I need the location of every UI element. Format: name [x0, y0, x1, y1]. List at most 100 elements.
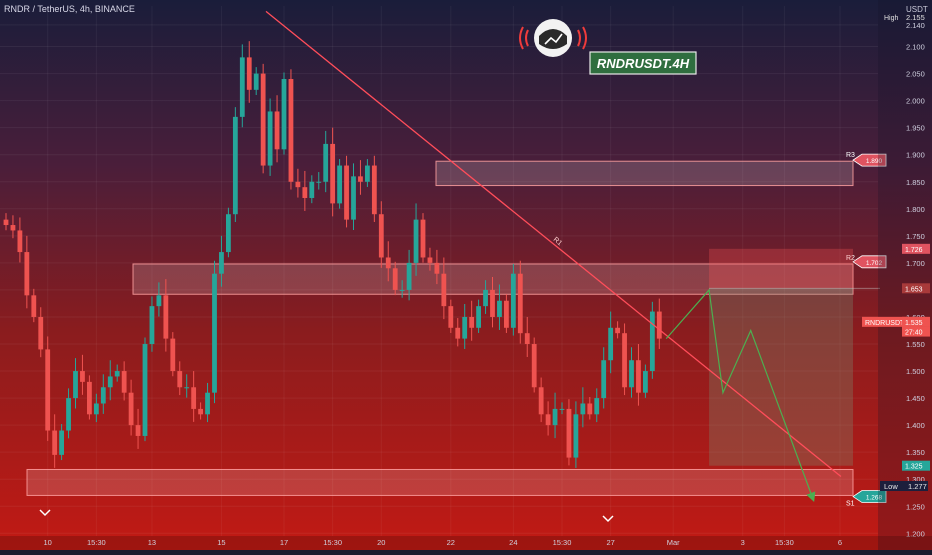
y-tick-label: 2.050	[906, 70, 925, 79]
candle-body	[31, 295, 37, 317]
chevron-down-icon	[602, 515, 614, 523]
candle-body	[559, 408, 565, 410]
candle-body	[531, 344, 537, 388]
candle-body	[184, 387, 190, 389]
candle-body	[45, 349, 51, 431]
x-tick-label: 27	[606, 538, 614, 547]
candle-body	[371, 165, 377, 215]
y-tick-label: 2.140	[906, 21, 925, 30]
candle-body	[594, 398, 600, 415]
candle-body	[38, 316, 44, 350]
y-tick-label: 2.100	[906, 43, 925, 52]
candle-body	[267, 111, 273, 166]
trendline	[265, 10, 842, 478]
target-zone	[709, 288, 853, 466]
candle-body	[399, 289, 405, 291]
projection-path	[665, 288, 816, 503]
trendline-label: R1	[552, 236, 563, 247]
level-price-label: 1.268	[866, 495, 883, 502]
candle-body	[378, 214, 384, 258]
candle-body	[281, 79, 287, 150]
position-box	[709, 248, 880, 466]
candle-body	[601, 360, 607, 399]
candle-body	[260, 73, 266, 166]
price-marker	[902, 283, 930, 294]
x-tick-label: 15:30	[87, 538, 106, 547]
zone-s1	[26, 468, 854, 496]
level-price-tag	[852, 153, 887, 167]
price-marker	[902, 460, 930, 471]
candle-body	[337, 165, 342, 204]
candle-body	[163, 295, 169, 339]
x-axis: 10 15:30 13 15 17 15:30 20 22 24 15:30 27 Mar 3 15:30…	[0, 536, 932, 550]
symbol-line: RNDR / TetherUS, 4h, BINANCE	[4, 4, 135, 14]
candle-body	[490, 289, 495, 317]
candle-body	[413, 219, 419, 263]
candle-body	[191, 387, 197, 409]
candle-body	[573, 414, 579, 458]
candle-body	[73, 371, 78, 399]
candle-body	[128, 392, 134, 426]
candle-body	[246, 57, 252, 90]
candle-body	[107, 376, 113, 388]
candle-body	[462, 316, 468, 339]
astronaut-logo-icon	[519, 19, 587, 57]
candle-body	[649, 311, 655, 372]
candle-body	[66, 398, 71, 431]
candle-body	[615, 327, 620, 334]
candle-body	[406, 262, 412, 290]
candle-body	[309, 181, 315, 198]
y-tick-label: 1.250	[906, 502, 925, 511]
price-marker-label: 1.653	[905, 286, 923, 293]
level-price-tag	[852, 255, 887, 269]
high-label: High	[884, 15, 899, 22]
candle-body	[351, 176, 356, 220]
drawing-lines: R1	[265, 10, 842, 503]
candle-body	[483, 289, 488, 307]
candle-body	[93, 403, 99, 415]
candle-body	[427, 257, 433, 263]
level-label: R2	[846, 255, 855, 262]
candle-body	[448, 306, 454, 328]
candle-body	[239, 57, 245, 117]
price-marker-label: RNDRUSDT	[865, 320, 905, 327]
candle-body	[323, 143, 329, 182]
x-tick-label: 10	[44, 538, 52, 547]
x-tick-label: 6	[838, 538, 842, 547]
level-label: R3	[846, 152, 855, 159]
candle-body	[385, 257, 391, 269]
candle-body	[510, 273, 516, 328]
x-tick-label: 15	[217, 538, 225, 547]
candle-body	[538, 387, 544, 415]
candle-body	[608, 327, 614, 361]
level-label: S1	[846, 500, 855, 507]
candle-body	[587, 403, 593, 415]
candle-body	[142, 344, 148, 436]
candle-body	[100, 387, 106, 404]
candle-body	[198, 408, 203, 415]
x-tick-label: Mar	[667, 538, 680, 547]
candle-body	[177, 371, 183, 388]
candle-body	[87, 381, 92, 415]
candle-body	[3, 219, 9, 226]
candle-body	[121, 371, 127, 393]
chevron-down-icon	[39, 509, 51, 517]
candle-body	[212, 273, 217, 393]
candle-body	[344, 165, 349, 220]
candle-body	[434, 262, 440, 274]
y-tick-label: 1.550	[906, 340, 925, 349]
price-markers: 1.726 1.653 RNDRUSDT 1.535 27:40 1.325	[862, 243, 930, 471]
low-marker: Low 1.277	[880, 481, 928, 491]
candle-body	[135, 425, 141, 436]
y-tick-label: 1.450	[906, 394, 925, 403]
y-tick-label: 1.200	[906, 529, 925, 538]
candle-body	[24, 252, 30, 296]
candle-body	[566, 408, 572, 458]
stop-zone	[709, 248, 853, 289]
y-tick-label: 1.700	[906, 259, 925, 268]
candle-body	[636, 360, 641, 393]
y-axis-panel	[878, 0, 932, 550]
